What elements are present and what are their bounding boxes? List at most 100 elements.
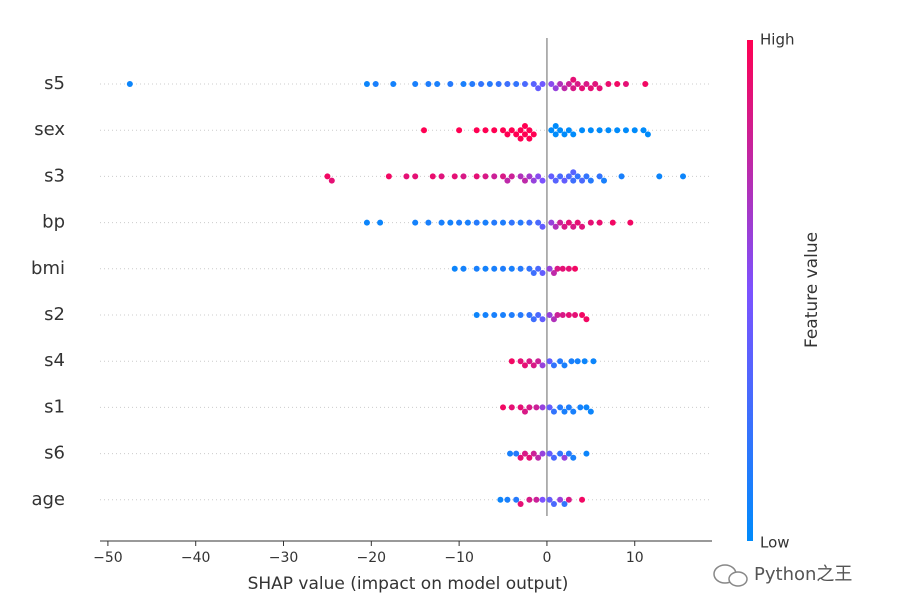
shap-dot (550, 362, 557, 369)
shap-dot (517, 127, 524, 134)
shap-dot (535, 312, 542, 318)
shap-dot (363, 81, 370, 87)
shap-dot (559, 265, 566, 272)
shap-dot (561, 501, 568, 507)
shap-dot (565, 312, 572, 318)
shap-dot (574, 81, 581, 87)
shap-dot (587, 177, 594, 184)
shap-dot (451, 173, 458, 180)
shap-dot (622, 81, 629, 87)
shap-dot (552, 85, 559, 92)
x-tick-label: −20 (357, 550, 387, 566)
shap-dot (574, 358, 581, 365)
shap-dot (324, 173, 331, 180)
shap-dot (535, 173, 542, 180)
shap-dot (596, 85, 603, 92)
shap-dot (539, 223, 546, 230)
shap-dot (517, 454, 524, 461)
shap-dot (403, 173, 410, 180)
shap-dot (565, 81, 572, 87)
shap-dot (513, 450, 520, 457)
shap-dot (570, 223, 577, 230)
shap-dot (539, 496, 546, 503)
shap-dot (482, 265, 489, 272)
shap-dot (500, 127, 507, 134)
shap-dot (521, 408, 528, 415)
shap-dot (491, 312, 498, 318)
shap-dot (546, 450, 553, 457)
shap-dot (581, 358, 588, 365)
x-tick-label: 0 (542, 550, 551, 566)
feature-label: s6 (44, 443, 65, 464)
shap-dot (539, 270, 546, 276)
shap-dot (570, 454, 577, 461)
shap-dot (469, 81, 476, 87)
shap-dot (557, 173, 564, 180)
shap-dot (513, 81, 520, 87)
shap-dot (552, 177, 559, 184)
shap-dot (491, 219, 498, 226)
shap-dot (546, 358, 553, 365)
shap-dot (535, 454, 542, 461)
shap-dot (570, 85, 577, 92)
shap-dot (552, 123, 559, 129)
shap-dot (592, 81, 599, 87)
shap-dot (482, 219, 489, 226)
shap-dot (521, 123, 528, 129)
watermark: Python之王 (754, 564, 852, 585)
shap-dot (500, 312, 507, 318)
shap-dot (513, 496, 520, 503)
feature-label: sex (34, 119, 65, 140)
shap-dot (412, 219, 419, 226)
shap-dot (517, 173, 524, 180)
shap-dot (579, 177, 586, 184)
shap-dot (390, 81, 397, 87)
shap-dot (530, 450, 537, 457)
feature-label: age (31, 489, 65, 510)
shap-dot (530, 131, 537, 138)
shap-dot (451, 265, 458, 272)
shap-dot (473, 173, 480, 180)
shap-dot (561, 177, 568, 184)
shap-dot (552, 223, 559, 230)
shap-dot (126, 81, 133, 87)
x-axis-label: SHAP value (impact on model output) (248, 574, 569, 594)
shap-dot (517, 219, 524, 226)
shap-dot (565, 496, 572, 503)
shap-dot (491, 173, 498, 180)
shap-dot (605, 81, 612, 87)
shap-dot (565, 404, 572, 411)
shap-dot (579, 312, 586, 318)
shap-dot (456, 219, 463, 226)
feature-label: s5 (44, 73, 65, 94)
shap-dot (533, 404, 540, 411)
shap-dot (583, 173, 590, 180)
shap-dot (507, 450, 514, 457)
shap-dot (565, 219, 572, 226)
shap-dot (546, 312, 553, 318)
shap-dot (539, 81, 546, 87)
shap-dot (640, 127, 647, 134)
shap-dot (526, 173, 533, 180)
shap-dot (521, 131, 528, 138)
shap-dot (548, 127, 555, 134)
shap-dot (539, 316, 546, 323)
shap-dot (568, 358, 575, 365)
shap-dot (587, 85, 594, 92)
shap-dot (614, 127, 621, 134)
shap-dot (539, 404, 546, 411)
shap-dot (559, 312, 566, 318)
shap-dot (473, 219, 480, 226)
shap-dot (605, 127, 612, 134)
x-tick-label: −30 (269, 550, 299, 566)
colorbar-high: High (760, 31, 794, 49)
shap-dot (548, 81, 555, 87)
shap-dot (579, 496, 586, 503)
shap-dot (504, 177, 511, 184)
shap-dot (618, 173, 625, 180)
feature-label: s4 (44, 350, 65, 371)
shap-dot (574, 219, 581, 226)
shap-dot (535, 358, 542, 365)
shap-dot (438, 219, 445, 226)
shap-dot (627, 219, 634, 226)
